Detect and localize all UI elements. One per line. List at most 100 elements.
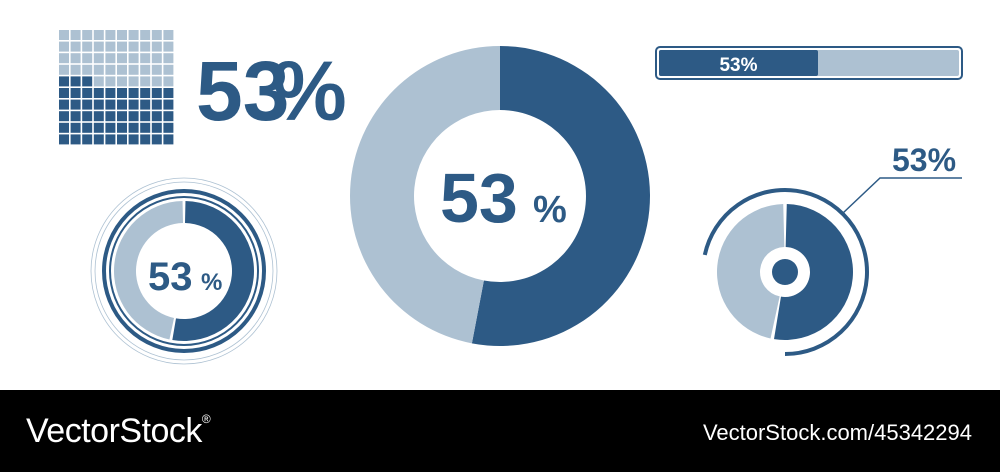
waffle-cell-filled (82, 88, 93, 98)
waffle-cell-filled (59, 111, 69, 122)
large-donut-symbol: % (533, 189, 567, 231)
footer-bar: VectorStock® VectorStock.com/45342294 (0, 390, 1000, 472)
waffle-cell-filled (163, 122, 174, 133)
waffle-cell-empty (82, 41, 93, 52)
callout-label: 53% (892, 142, 956, 178)
waffle-cell-filled (59, 134, 69, 145)
waffle-cell-filled (70, 76, 81, 87)
waffle-cell-filled (70, 111, 81, 122)
brand-name: VectorStock (26, 412, 202, 450)
waffle-cell-filled (151, 111, 162, 122)
waffle-cell-filled (163, 88, 174, 98)
waffle-cell-filled (163, 99, 174, 110)
waffle-cell-empty (82, 30, 93, 40)
brand-registered-mark: ® (201, 412, 211, 426)
waffle-cell-filled (59, 122, 69, 133)
waffle-cell-filled (140, 99, 151, 110)
waffle-cell-filled (59, 76, 69, 87)
waffle-cell-filled (105, 99, 116, 110)
waffle-cell-empty (140, 76, 151, 87)
waffle-cell-filled (128, 134, 139, 145)
waffle-cell-empty (59, 30, 69, 40)
donut-segment-value (172, 201, 254, 341)
waffle-cell-empty (93, 41, 104, 52)
progress-bar-fill (659, 50, 818, 76)
donut-segment-remainder (349, 46, 500, 344)
callout-donut-segments (716, 204, 853, 340)
waffle-cell-empty (117, 76, 127, 87)
ring-donut-segments (113, 201, 254, 341)
waffle-cell-filled (82, 99, 93, 110)
waffle-cell-empty (93, 76, 104, 87)
waffle-cell-empty (117, 53, 127, 64)
waffle-cell-filled (128, 99, 139, 110)
waffle-cell-filled (82, 134, 93, 145)
waffle-cell-empty (140, 64, 151, 75)
ring-donut-symbol: % (201, 269, 222, 296)
brand-logo: VectorStock® (26, 412, 211, 451)
waffle-chart (59, 30, 174, 145)
waffle-cell-empty (163, 76, 174, 87)
ring-outer-thin-circle-2 (94, 181, 274, 361)
large-donut-number: 53 (440, 159, 518, 237)
waffle-cell-filled (82, 122, 93, 133)
waffle-percent-label: 53 (196, 44, 289, 138)
waffle-cell-empty (140, 30, 151, 40)
waffle-cell-filled (70, 134, 81, 145)
waffle-cell-empty (151, 53, 162, 64)
waffle-cell-filled (163, 134, 174, 145)
waffle-cell-empty (93, 64, 104, 75)
waffle-cell-empty (59, 41, 69, 52)
ring-donut-number: 53 (148, 255, 193, 299)
waffle-cell-empty (117, 64, 127, 75)
waffle-cell-empty (105, 76, 116, 87)
waffle-cell-empty (105, 30, 116, 40)
waffle-cell-filled (59, 88, 69, 98)
waffle-cell-filled (93, 111, 104, 122)
waffle-cell-filled (70, 99, 81, 110)
progress-bar-label: 53% (719, 55, 757, 76)
waffle-cell-filled (70, 122, 81, 133)
waffle-cell-filled (93, 122, 104, 133)
progress-bar: 53% (655, 46, 963, 80)
waffle-cell-filled (117, 99, 127, 110)
waffle-cell-filled (140, 111, 151, 122)
waffle-cell-filled (105, 122, 116, 133)
waffle-cell-empty (128, 30, 139, 40)
waffle-percent-symbol: % (272, 44, 347, 138)
waffle-cell-filled (59, 99, 69, 110)
waffle-cell-empty (128, 41, 139, 52)
infographic-canvas: 53 % 53 % 53% 53 % 53% (59, 30, 963, 365)
waffle-cell-filled (105, 88, 116, 98)
waffle-cell-empty (140, 53, 151, 64)
waffle-cell-empty (151, 41, 162, 52)
waffle-cell-filled (93, 99, 104, 110)
waffle-cell-filled (151, 88, 162, 98)
large-donut-chart (349, 46, 650, 346)
donut-segment-value (471, 46, 650, 346)
waffle-cell-empty (70, 64, 81, 75)
waffle-cell-filled (140, 88, 151, 98)
ring-outer-thin-circle (90, 177, 278, 365)
donut-segment-value (774, 204, 853, 340)
ring-donut-chart: 53 % (90, 177, 278, 365)
waffle-cell-empty (151, 76, 162, 87)
waffle-cell-empty (93, 53, 104, 64)
waffle-cell-filled (93, 134, 104, 145)
waffle-cell-empty (128, 76, 139, 87)
waffle-cell-empty (105, 41, 116, 52)
waffle-cell-empty (70, 30, 81, 40)
waffle-cell-filled (82, 76, 93, 87)
donut-segment-remainder (113, 201, 183, 340)
waffle-cell-empty (105, 53, 116, 64)
waffle-cell-filled (151, 122, 162, 133)
waffle-cell-empty (70, 41, 81, 52)
waffle-cell-empty (163, 53, 174, 64)
waffle-cell-empty (151, 64, 162, 75)
waffle-cell-filled (128, 88, 139, 98)
waffle-cell-empty (128, 53, 139, 64)
waffle-cell-filled (117, 122, 127, 133)
waffle-cell-filled (163, 111, 174, 122)
ring-inner-circle (109, 196, 259, 346)
waffle-cell-empty (128, 64, 139, 75)
